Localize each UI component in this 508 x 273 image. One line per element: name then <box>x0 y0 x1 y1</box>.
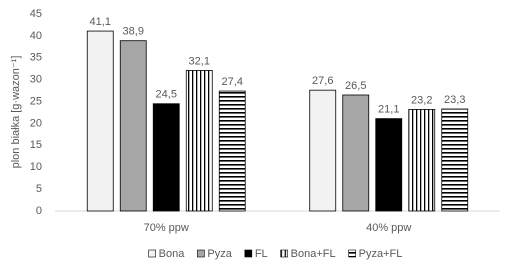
y-tick-label: 45 <box>30 8 42 20</box>
value-label: 23,2 <box>411 94 432 106</box>
y-tick-label: 15 <box>30 139 42 151</box>
y-tick-label: 5 <box>36 183 42 195</box>
value-label: 38,9 <box>123 26 144 38</box>
bar <box>185 70 213 212</box>
legend-label: Bona+FL <box>291 248 336 260</box>
bar <box>119 40 147 212</box>
value-label: 23,3 <box>444 94 465 106</box>
y-tick-label: 10 <box>30 161 42 173</box>
legend-swatch <box>197 249 205 258</box>
value-label: 27,6 <box>312 75 333 87</box>
bar <box>218 90 246 212</box>
legend-label: Pyza <box>207 248 232 260</box>
value-label: 32,1 <box>189 55 210 67</box>
y-tick-label: 0 <box>36 205 42 217</box>
legend-label: Pyza+FL <box>359 248 403 260</box>
value-label: 41,1 <box>90 16 111 28</box>
value-label: 21,1 <box>378 104 399 116</box>
y-tick-label: 35 <box>30 52 42 64</box>
y-tick-label: 20 <box>30 117 42 129</box>
bar <box>152 103 180 212</box>
value-label: 24,5 <box>156 89 177 101</box>
value-label: 26,5 <box>345 80 366 92</box>
y-tick-label: 40 <box>30 30 42 42</box>
y-tick-label: 30 <box>30 74 42 86</box>
bar <box>375 118 403 212</box>
legend-swatch <box>244 249 253 258</box>
value-label: 27,4 <box>222 76 243 88</box>
x-tick-label: 40% ppw <box>366 222 411 234</box>
legend-label: FL <box>255 248 268 260</box>
bar <box>408 109 436 212</box>
bar <box>342 94 370 212</box>
bar <box>441 108 469 212</box>
y-tick-label: 25 <box>30 95 42 107</box>
y-axis-label: plon białka [g·wazon⁻¹] <box>10 56 22 169</box>
legend-swatch <box>280 249 288 258</box>
x-tick-label: 70% ppw <box>144 222 189 234</box>
legend: Bona Pyza FL Bona+FL Pyza+FL <box>148 248 403 260</box>
bar <box>86 30 114 212</box>
legend-swatch <box>348 249 356 258</box>
legend-label: Bona <box>159 248 186 260</box>
bar <box>309 89 337 212</box>
legend-swatch <box>148 249 156 258</box>
